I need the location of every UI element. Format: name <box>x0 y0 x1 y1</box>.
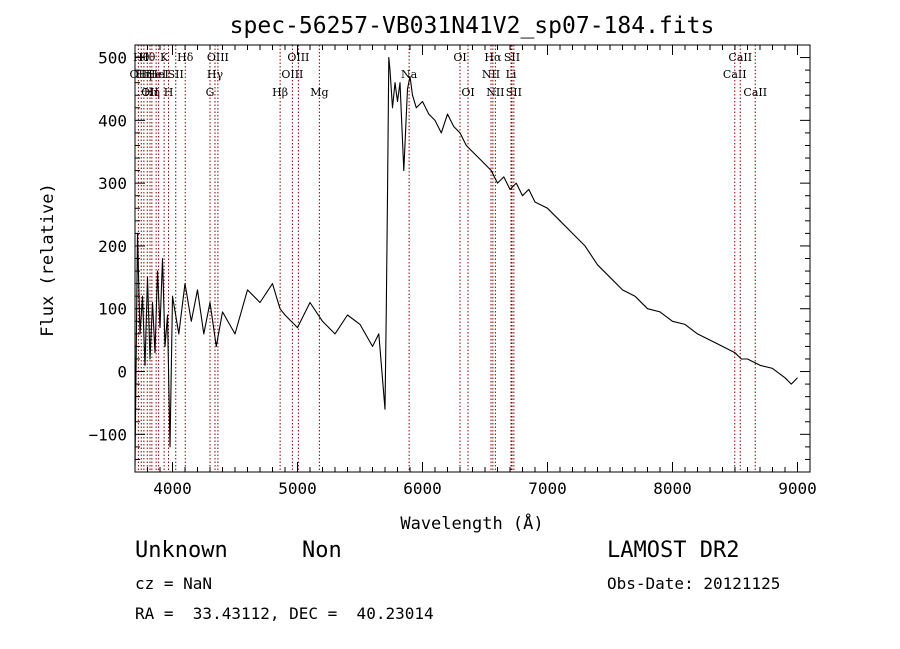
x-axis-label: Wavelength (Å) <box>400 512 543 534</box>
line-marker-label: Mg <box>310 86 328 99</box>
line-marker-label: NII <box>482 68 500 81</box>
line-marker-label: OII <box>141 86 159 99</box>
line-marker-label: OIII <box>207 51 229 64</box>
object-subclass: Non <box>302 538 342 563</box>
line-marker-label: CaII <box>723 68 747 81</box>
line-marker-label: Hα <box>484 51 502 64</box>
observation-date: Obs-Date: 20121125 <box>607 574 781 593</box>
line-marker-label: OI <box>461 86 474 99</box>
axis-ticks: 4000 5000 6000 7000 8000 9000 −100 0 100 200 300 40… <box>88 44 817 498</box>
line-marker-label: Na <box>401 68 418 81</box>
y-tick-label: 500 <box>98 49 127 68</box>
line-marker-label: Li <box>506 68 517 81</box>
line-marker-label: H <box>164 86 174 99</box>
x-tick-label: 4000 <box>153 479 192 498</box>
line-marker-label: OIII <box>287 51 309 64</box>
line-marker-label: Hη <box>144 86 160 99</box>
x-tick-label: 6000 <box>403 479 442 498</box>
y-tick-label: 300 <box>98 174 127 193</box>
survey-name: LAMOST DR2 <box>607 538 740 563</box>
y-tick-label: 0 <box>117 363 127 382</box>
line-marker-label: SII <box>504 51 520 64</box>
y-axis-label: Flux (relative) <box>38 183 58 337</box>
spectrum-series <box>134 57 798 466</box>
line-marker-label: OIII <box>281 68 303 81</box>
line-marker-label: G <box>206 86 215 99</box>
line-marker-label: Hγ <box>207 68 224 81</box>
y-tick-label: −100 <box>88 425 127 444</box>
line-marker-label: Hη <box>136 68 152 81</box>
line-marker-label: Hθ <box>139 51 156 64</box>
y-tick-label: 400 <box>98 111 127 130</box>
chart-title: spec-56257-VB031N41V2_sp07-184.fits <box>230 13 715 39</box>
line-marker-label: OI <box>453 51 466 64</box>
line-markers: OIIHθHηHθOIIHηHeIHeIKHSIIHδGHγOIIIHβOIII… <box>130 45 767 472</box>
line-marker-label: Hδ <box>177 51 194 64</box>
line-marker-label: HeI <box>146 68 166 81</box>
line-marker-label: CaII <box>728 51 752 64</box>
y-tick-label: 100 <box>98 300 127 319</box>
plot-frame <box>134 44 811 473</box>
line-marker-label: CaII <box>743 86 767 99</box>
line-marker-label: Hβ <box>272 86 288 99</box>
x-tick-label: 7000 <box>528 479 567 498</box>
line-marker-label: SII <box>168 68 184 81</box>
x-tick-label: 8000 <box>653 479 692 498</box>
plot-axes <box>134 44 811 473</box>
line-marker-label: NII <box>486 86 504 99</box>
object-class: Unknown <box>135 538 228 563</box>
line-marker-label: SII <box>506 86 522 99</box>
spectrum-line <box>134 57 798 466</box>
sky-coordinates: RA = 33.43112, DEC = 40.23014 <box>135 604 434 623</box>
x-tick-label: 5000 <box>278 479 317 498</box>
line-marker-label: OII <box>130 68 148 81</box>
x-tick-label: 9000 <box>778 479 817 498</box>
line-marker-label: HeI <box>148 68 168 81</box>
line-marker-label: K <box>160 51 169 64</box>
redshift-cz: cz = NaN <box>135 574 213 593</box>
y-tick-label: 200 <box>98 237 127 256</box>
